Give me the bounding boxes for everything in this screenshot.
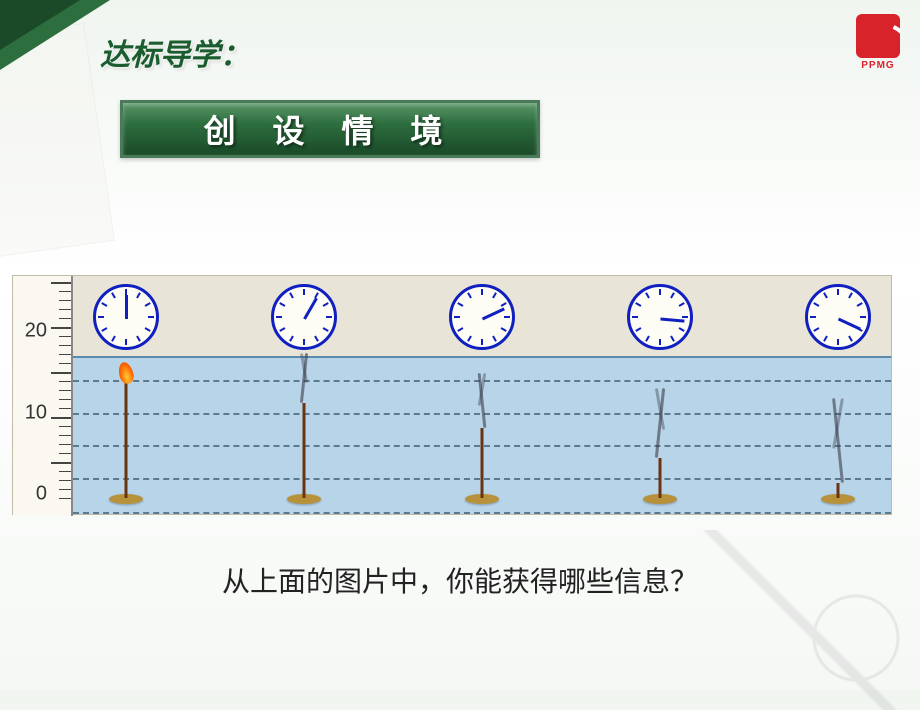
clock [805,284,871,350]
ruler-tick [59,399,71,400]
clock [627,284,693,350]
logo: PPMG [856,14,900,71]
corner-decoration-inner [0,0,80,50]
ruler-tick [51,372,71,374]
incense-row [93,356,871,514]
clock-hand [837,318,860,331]
incense-stem [837,483,840,498]
clock-hand [660,318,684,323]
incense-stick [93,356,159,516]
incense-stem [481,428,484,498]
incense-stick [805,356,871,516]
ruler-tick [59,453,71,454]
ruler-tick [59,408,71,409]
subtitle-banner: 创 设 情 境 [120,100,540,158]
clock-hand [125,295,128,319]
ruler-tick [59,471,71,472]
ruler-tick [59,363,71,364]
flame-icon [116,361,135,386]
clock-hand [303,297,318,319]
experiment-diagram: 20 10 0 [12,275,892,515]
ruler-tick [51,417,71,419]
ruler-label: 0 [36,483,47,506]
ruler-tick [59,426,71,427]
clock [93,284,159,350]
clock-hand [481,307,504,320]
ruler-tick [59,309,71,310]
ruler-tick [59,354,71,355]
ruler-tick [59,381,71,382]
bg-geometry-tools [660,530,920,710]
incense-stem [303,403,306,498]
ruler-tick [59,345,71,346]
clock [449,284,515,350]
ruler-tick [59,489,71,490]
ruler-tick [59,435,71,436]
ruler-tick [51,327,71,329]
incense-stem [659,458,662,498]
ruler-tick [59,336,71,337]
ruler: 20 10 0 [13,276,73,516]
page-title: 达标导学： [100,30,250,74]
ruler-tick [51,462,71,464]
incense-stem [125,378,128,498]
ruler-tick [59,444,71,445]
ruler-label: 20 [25,320,47,343]
clock-row [93,284,871,356]
ruler-label: 10 [25,401,47,424]
logo-icon [856,14,900,58]
clock [271,284,337,350]
ruler-tick [59,300,71,301]
incense-stick [449,356,515,516]
logo-text: PPMG [856,60,900,71]
ruler-tick [59,291,71,292]
ruler-tick [59,480,71,481]
incense-stick [627,356,693,516]
ruler-tick [59,498,71,499]
ruler-tick [51,282,71,284]
subtitle-text: 创 设 情 境 [204,106,457,152]
incense-stick [271,356,337,516]
ruler-tick [59,390,71,391]
ruler-tick [59,318,71,319]
